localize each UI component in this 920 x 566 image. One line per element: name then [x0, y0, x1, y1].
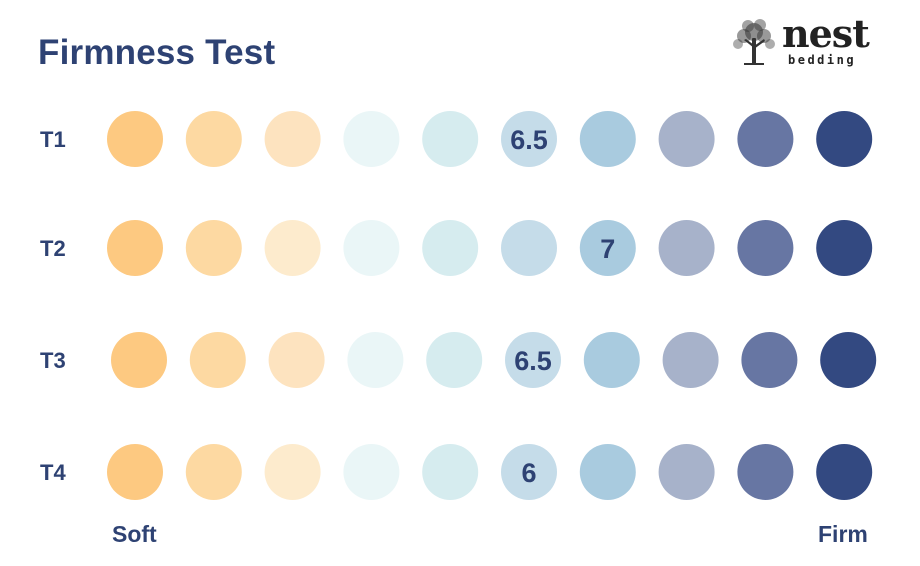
- rating-dot: [658, 444, 715, 500]
- rating-dot: [737, 444, 794, 500]
- rating-dot: [268, 332, 325, 388]
- rating-dot: [816, 444, 873, 500]
- rating-dot: [422, 444, 479, 500]
- axis-label-firm: Firm: [818, 521, 868, 547]
- chart-title: Firmness Test: [38, 33, 276, 72]
- rating-value-label: 6.5: [510, 125, 548, 155]
- logo-subtitle: bedding: [788, 53, 857, 67]
- rating-dot: [662, 332, 719, 388]
- row-label: T3: [40, 348, 66, 373]
- rating-dot: [343, 444, 400, 500]
- rating-dot: [422, 111, 479, 167]
- rating-dot: [185, 220, 242, 276]
- rating-dot: [264, 444, 321, 500]
- rating-dot: [737, 111, 794, 167]
- rating-dot: [107, 220, 163, 276]
- rating-dot-selected: [501, 111, 557, 167]
- rating-dot-selected: [501, 444, 557, 500]
- rating-dot: [107, 111, 163, 167]
- rating-dot-selected: [505, 332, 561, 388]
- rating-dot: [741, 332, 798, 388]
- rating-dot: [579, 444, 636, 500]
- rating-dot: [111, 332, 167, 388]
- row-label: T1: [40, 127, 66, 152]
- rating-dot: [347, 332, 404, 388]
- rating-dot: [820, 332, 877, 388]
- rating-dot: [185, 111, 242, 167]
- rating-dot: [658, 111, 715, 167]
- rating-dot: [422, 220, 479, 276]
- tree-icon: [733, 19, 775, 65]
- rating-dot: [816, 220, 873, 276]
- rating-dot: [501, 220, 557, 276]
- row-label: T2: [40, 236, 66, 261]
- rating-dot: [658, 220, 715, 276]
- row-label: T4: [40, 460, 66, 485]
- rating-value-label: 7: [600, 234, 615, 264]
- rating-dot: [426, 332, 483, 388]
- logo-wordmark: nest: [782, 11, 870, 56]
- nest-bedding-logo: nest bedding: [726, 11, 886, 74]
- rating-dot: [264, 220, 321, 276]
- rating-dot: [816, 111, 873, 167]
- rating-dot: [107, 444, 163, 500]
- rating-dot: [737, 220, 794, 276]
- rating-value-label: 6.5: [514, 346, 552, 376]
- rating-dot: [579, 111, 636, 167]
- axis-label-soft: Soft: [112, 521, 157, 547]
- rating-dot: [185, 444, 242, 500]
- rating-dot: [189, 332, 246, 388]
- rating-dot: [583, 332, 640, 388]
- rating-dot-selected: [579, 220, 636, 276]
- rating-dot: [343, 220, 400, 276]
- rating-dot: [343, 111, 400, 167]
- rating-dot: [264, 111, 321, 167]
- rating-value-label: 6: [521, 458, 536, 488]
